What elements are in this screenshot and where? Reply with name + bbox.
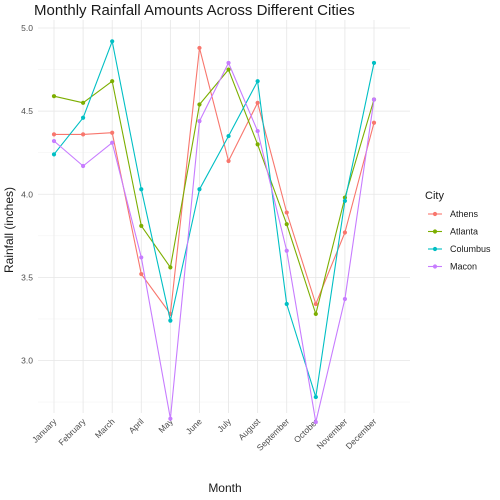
x-tick-label: February xyxy=(56,416,88,448)
data-point xyxy=(371,120,377,125)
data-point xyxy=(284,301,289,307)
grid xyxy=(38,20,410,413)
data-point xyxy=(371,60,377,66)
data-point xyxy=(255,128,260,134)
x-tick-label: January xyxy=(30,416,59,445)
y-tick-label: 3.5 xyxy=(21,272,33,282)
legend-key-point xyxy=(432,264,438,269)
data-point xyxy=(197,119,202,124)
legend-key-point xyxy=(432,246,438,252)
legend-title: City xyxy=(425,190,444,202)
legend-label: Columbus xyxy=(450,244,491,254)
data-point xyxy=(197,102,202,107)
y-tick-label: 4.0 xyxy=(21,189,33,199)
data-point xyxy=(168,318,173,323)
data-point xyxy=(342,230,348,235)
data-point xyxy=(51,152,57,157)
data-point xyxy=(110,130,115,135)
data-point xyxy=(313,311,318,317)
data-point xyxy=(51,132,57,137)
x-tick-label: April xyxy=(127,416,146,435)
data-point xyxy=(51,138,57,144)
data-point xyxy=(139,223,144,228)
data-point xyxy=(139,255,144,260)
data-point xyxy=(226,158,231,164)
data-point xyxy=(80,100,86,105)
data-point xyxy=(255,142,260,147)
data-point xyxy=(110,79,115,84)
y-tick-label: 3.0 xyxy=(21,356,33,366)
series-line xyxy=(54,47,375,315)
data-point xyxy=(255,100,260,105)
x-tick-label: June xyxy=(184,416,204,436)
data-point xyxy=(168,416,173,421)
data-point xyxy=(139,271,144,277)
y-axis-title: Rainfall (inches) xyxy=(2,187,16,273)
series-line xyxy=(53,62,375,423)
data-point xyxy=(313,394,318,400)
data-point xyxy=(284,248,289,253)
data-point xyxy=(197,187,202,192)
legend-item: Columbus xyxy=(428,244,491,254)
data-point xyxy=(80,115,86,120)
data-point xyxy=(371,97,377,102)
x-tick-label: July xyxy=(215,416,233,434)
y-tick-label: 5.0 xyxy=(21,23,33,33)
data-point xyxy=(139,187,144,192)
data-point xyxy=(80,132,86,137)
x-tick-label: December xyxy=(344,416,379,451)
legend-key-point xyxy=(432,211,438,217)
data-point xyxy=(110,39,115,44)
legend-item: Macon xyxy=(428,262,477,272)
series-columbus xyxy=(51,39,377,400)
data-point xyxy=(342,198,348,203)
data-point xyxy=(197,45,202,51)
legend-key-point xyxy=(432,229,438,234)
series-layer xyxy=(51,39,377,425)
y-tick-label: 4.5 xyxy=(21,106,33,116)
legend-item: Atlanta xyxy=(428,227,478,237)
data-point xyxy=(51,94,57,99)
data-point xyxy=(226,67,231,72)
series-line xyxy=(53,69,375,315)
legend-label: Athens xyxy=(450,209,479,219)
data-point xyxy=(255,79,260,84)
data-point xyxy=(284,222,289,227)
data-point xyxy=(226,133,231,139)
data-point xyxy=(110,140,115,145)
data-point xyxy=(168,265,173,270)
x-tick-label: March xyxy=(93,416,117,440)
y-axis-ticks: 3.0 3.5 4.0 4.5 5.0 xyxy=(21,23,33,366)
legend-label: Macon xyxy=(450,262,477,272)
data-point xyxy=(342,296,348,302)
data-point xyxy=(80,163,86,169)
x-axis-title: Month xyxy=(208,481,241,495)
data-point xyxy=(313,301,318,307)
legend: City Athens Atlanta Columbus Macon xyxy=(425,190,491,272)
data-point xyxy=(313,419,318,425)
series-athens xyxy=(51,45,377,317)
series-macon xyxy=(51,60,377,425)
x-tick-label: August xyxy=(236,416,262,442)
data-point xyxy=(284,210,289,215)
series-line xyxy=(53,40,375,398)
legend-item: Athens xyxy=(428,209,479,219)
legend-label: Atlanta xyxy=(450,227,478,237)
chart-title: Monthly Rainfall Amounts Across Differen… xyxy=(34,2,355,19)
data-point xyxy=(226,60,231,66)
